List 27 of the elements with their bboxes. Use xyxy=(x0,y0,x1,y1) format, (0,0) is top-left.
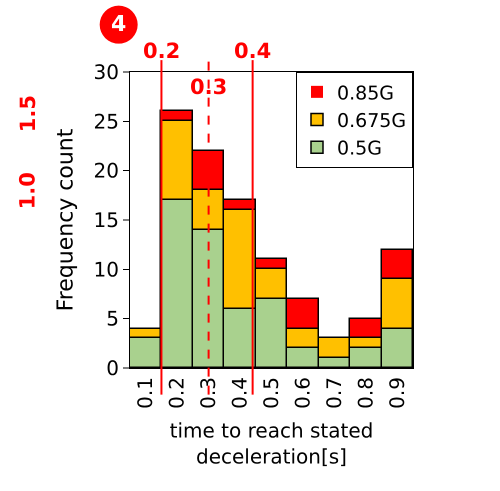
legend-label: 0.5G xyxy=(337,138,382,160)
y-tick-label: 0 xyxy=(106,356,119,380)
y-tick-label: 30 xyxy=(94,60,119,84)
x-axis-title: time to reach stated deceleration[s] xyxy=(170,418,374,468)
ref-line-label: 0.3 xyxy=(190,75,228,99)
y-tick-label: 5 xyxy=(106,306,119,331)
y-tick-label: 20 xyxy=(94,158,119,183)
x-tick-label: 0.3 xyxy=(196,377,220,409)
ref-line-label: 0.4 xyxy=(234,39,272,63)
x-tick-label: 0.2 xyxy=(164,377,189,409)
legend-label: 0.85G xyxy=(337,82,394,104)
x-tick-label: 0.4 xyxy=(228,377,252,409)
text: 4 xyxy=(111,12,126,37)
y-tick-label: 10 xyxy=(94,257,119,282)
x-tick-label: 0.5 xyxy=(259,377,283,409)
text: 1.5 xyxy=(16,94,40,132)
y-tick-label: 25 xyxy=(94,109,119,134)
ref-line-label: 0.2 xyxy=(143,39,180,63)
x-tick-label: 0.1 xyxy=(133,377,158,409)
legend-label: 0.675G xyxy=(337,110,406,132)
y-tick-label: 15 xyxy=(94,208,119,232)
x-tick-label: 0.6 xyxy=(290,377,314,409)
x-tick-label: 0.7 xyxy=(322,377,346,409)
x-tick-label: 0.8 xyxy=(353,377,378,409)
y-axis-title: Frequency count xyxy=(53,128,78,312)
x-tick-label: 0.9 xyxy=(384,377,409,409)
text: 1.0 xyxy=(16,172,40,210)
